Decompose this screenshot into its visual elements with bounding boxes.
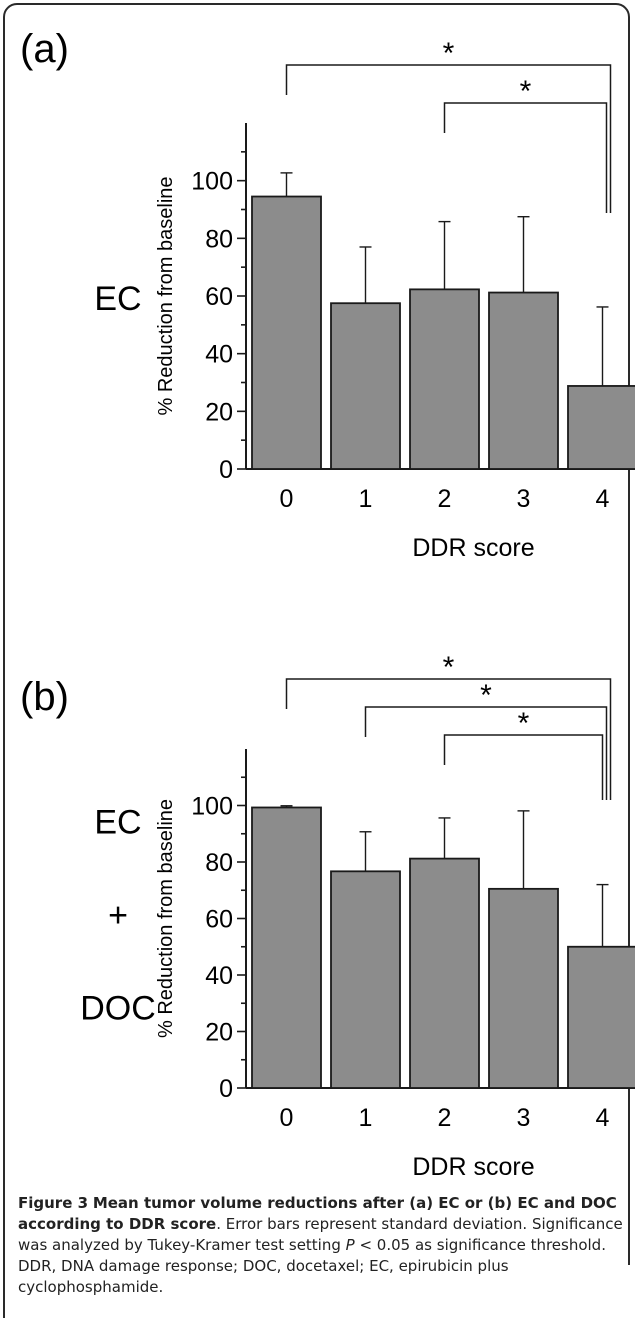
group-label-line: EC — [94, 280, 141, 318]
x-tick-label: 2 — [438, 485, 452, 513]
chart-panel-a: (a)EC% Reduction from baseline0204060801… — [20, 27, 635, 562]
significance-bracket — [285, 64, 612, 213]
frame-left-edge — [3, 1260, 5, 1318]
x-tick-label: 1 — [359, 485, 373, 513]
bar — [251, 195, 322, 470]
significance-star: * — [443, 37, 455, 70]
significance-star: * — [480, 679, 492, 712]
x-tick-label: 0 — [280, 485, 294, 513]
bar — [488, 291, 559, 470]
y-tick-label: 60 — [205, 283, 233, 311]
caption-label: Figure 3 — [18, 1194, 89, 1212]
y-tick-label: 100 — [191, 168, 233, 196]
significance-star: * — [443, 651, 455, 684]
significance-bracket — [285, 678, 612, 800]
bar — [567, 385, 635, 470]
caption-title: Mean tumor volume reductions after (a) E… — [18, 1194, 617, 1233]
significance-star: * — [518, 707, 530, 740]
y-tick-label: 60 — [205, 906, 233, 934]
bar — [330, 302, 401, 470]
y-axis-title: % Reduction from baseline — [155, 799, 177, 1038]
x-tick-label: 3 — [517, 1104, 531, 1132]
y-tick-label: 0 — [219, 1075, 233, 1103]
bar — [488, 887, 559, 1089]
x-tick-label: 1 — [359, 1104, 373, 1132]
y-tick-label: 80 — [205, 225, 233, 253]
significance-bracket — [443, 734, 604, 800]
caption-body-2: < 0.05 as significance threshold. DDR, D… — [18, 1236, 606, 1296]
y-tick-label: 80 — [205, 849, 233, 877]
x-tick-label: 2 — [438, 1104, 452, 1132]
group-label-line: EC — [94, 804, 141, 842]
x-axis-title: DDR score — [412, 534, 534, 562]
caption-p-symbol: P — [345, 1236, 355, 1254]
significance-bracket — [443, 102, 608, 213]
y-tick-label: 20 — [205, 398, 233, 426]
y-tick-label: 20 — [205, 1019, 233, 1047]
bar — [251, 806, 322, 1089]
x-tick-label: 3 — [517, 485, 531, 513]
figure-caption: Figure 3 Mean tumor volume reductions af… — [18, 1193, 623, 1298]
bar — [409, 288, 480, 470]
y-axis-title: % Reduction from baseline — [155, 176, 177, 415]
x-tick-label: 0 — [280, 1104, 294, 1132]
bar — [330, 870, 401, 1089]
caption-body-1: . Error bars represent standard deviatio… — [18, 1215, 623, 1254]
significance-star: * — [520, 75, 532, 108]
bar — [409, 857, 480, 1089]
frame-open-bottom — [0, 1265, 635, 1325]
group-label-line: DOC — [80, 990, 156, 1028]
y-tick-label: 40 — [205, 962, 233, 990]
y-tick-label: 100 — [191, 793, 233, 821]
x-axis-title: DDR score — [412, 1153, 534, 1181]
group-label-line: + — [108, 897, 128, 935]
significance-bracket — [364, 706, 608, 800]
chart-panel-b: (b)EC+DOC% Reduction from baseline020406… — [20, 651, 635, 1181]
bar — [567, 945, 635, 1089]
x-tick-label: 4 — [596, 1104, 610, 1132]
y-tick-label: 40 — [205, 341, 233, 369]
x-tick-label: 4 — [596, 485, 610, 513]
panel-label: (b) — [20, 675, 69, 719]
panel-label: (a) — [20, 27, 69, 71]
y-tick-label: 0 — [219, 456, 233, 484]
